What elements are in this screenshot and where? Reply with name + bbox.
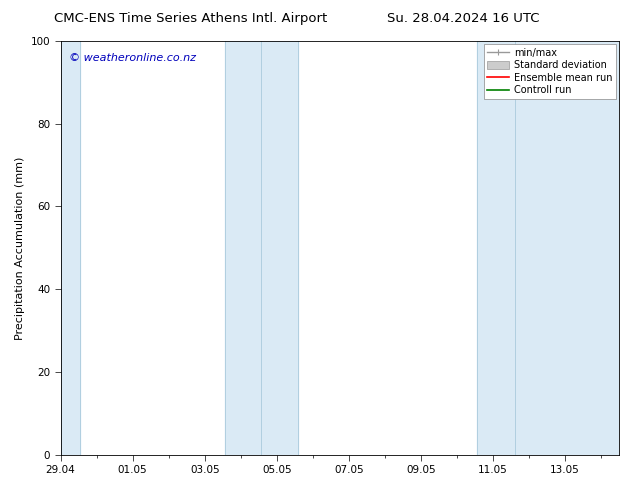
Text: CMC-ENS Time Series Athens Intl. Airport: CMC-ENS Time Series Athens Intl. Airport — [54, 12, 327, 25]
Text: Su. 28.04.2024 16 UTC: Su. 28.04.2024 16 UTC — [387, 12, 539, 25]
Legend: min/max, Standard deviation, Ensemble mean run, Controll run: min/max, Standard deviation, Ensemble me… — [484, 44, 616, 99]
Bar — [61, 41, 81, 455]
Y-axis label: Precipitation Accumulation (mm): Precipitation Accumulation (mm) — [15, 156, 25, 340]
Bar — [224, 41, 299, 455]
Text: © weatheronline.co.nz: © weatheronline.co.nz — [69, 53, 196, 64]
Bar — [477, 41, 619, 455]
